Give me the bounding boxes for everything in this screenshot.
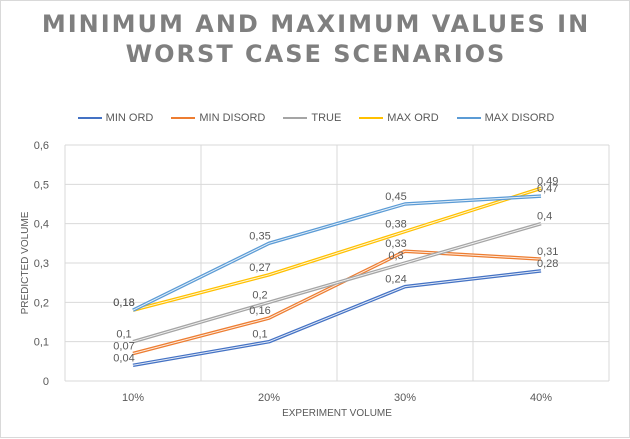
legend-item: TRUE [283,112,341,124]
data-label: 0,49 [537,175,558,187]
legend-label: TRUE [311,112,342,124]
data-label: 0,31 [537,246,558,258]
x-tick-label: 40% [530,392,552,404]
series-line-highlight [132,270,542,366]
data-label: 0,35 [249,230,270,242]
y-axis-title: PREDICTED VOLUME [20,211,31,314]
chart-legend: MIN ORD MIN DISORD TRUE MAX ORD MAX DISORD [1,112,630,124]
chart-title-line-1: MINIMUM AND MAXIMUM VALUES IN [41,10,591,38]
legend-swatch [77,116,102,120]
series-line-highlight [132,187,542,311]
x-axis-title: EXPERIMENT VOLUME [282,408,392,419]
y-tick-label: 0 [43,376,49,388]
legend-item: MIN DISORD [171,112,265,124]
data-label: 0,33 [385,238,406,250]
data-label: 0,16 [249,305,270,317]
y-tick-label: 0,3 [34,258,49,270]
legend-swatch [283,116,308,120]
series-line-highlight [132,195,542,311]
data-label: 0,2 [252,289,267,301]
data-label: 0,07 [113,340,134,352]
legend-item: MAX DISORD [456,112,555,124]
data-label: 0,18 [113,297,134,309]
data-label: 0,4 [537,211,552,223]
x-tick-label: 10% [122,392,144,404]
data-label: 0,3 [388,250,403,262]
data-label: 0,04 [113,352,134,364]
data-label: 0,18 [113,297,134,309]
data-label: 0,28 [537,258,558,270]
legend-label: MAX ORD [387,112,439,124]
data-label: 0,38 [385,219,406,231]
legend-swatch [359,116,384,120]
series-line-highlight [132,250,542,354]
legend-swatch [171,116,196,120]
x-tick-label: 30% [394,392,416,404]
series-line-highlight [132,223,542,343]
chart-title: MINIMUM AND MAXIMUM VALUES IN WORST CASE… [1,9,630,69]
legend-label: MIN DISORD [199,112,266,124]
y-tick-label: 0,6 [34,140,49,152]
y-tick-label: 0,1 [34,337,49,349]
legend-label: MAX DISORD [484,112,555,124]
data-label: 0,1 [252,329,267,341]
data-label: 0,27 [249,262,270,274]
data-label: 0,1 [116,329,131,341]
y-tick-label: 0,5 [34,179,49,191]
data-label: 0,47 [537,183,558,195]
x-tick-label: 20% [258,392,280,404]
legend-item: MIN ORD [77,112,154,124]
y-tick-label: 0,2 [34,297,49,309]
y-tick-label: 0,4 [34,219,49,231]
legend-label: MIN ORD [105,112,154,124]
data-label: 0,45 [385,191,406,203]
legend-swatch [456,116,481,120]
data-label: 0,24 [385,274,406,286]
legend-item: MAX ORD [359,112,439,124]
chart-title-line-2: WORST CASE SCENARIOS [125,40,507,68]
